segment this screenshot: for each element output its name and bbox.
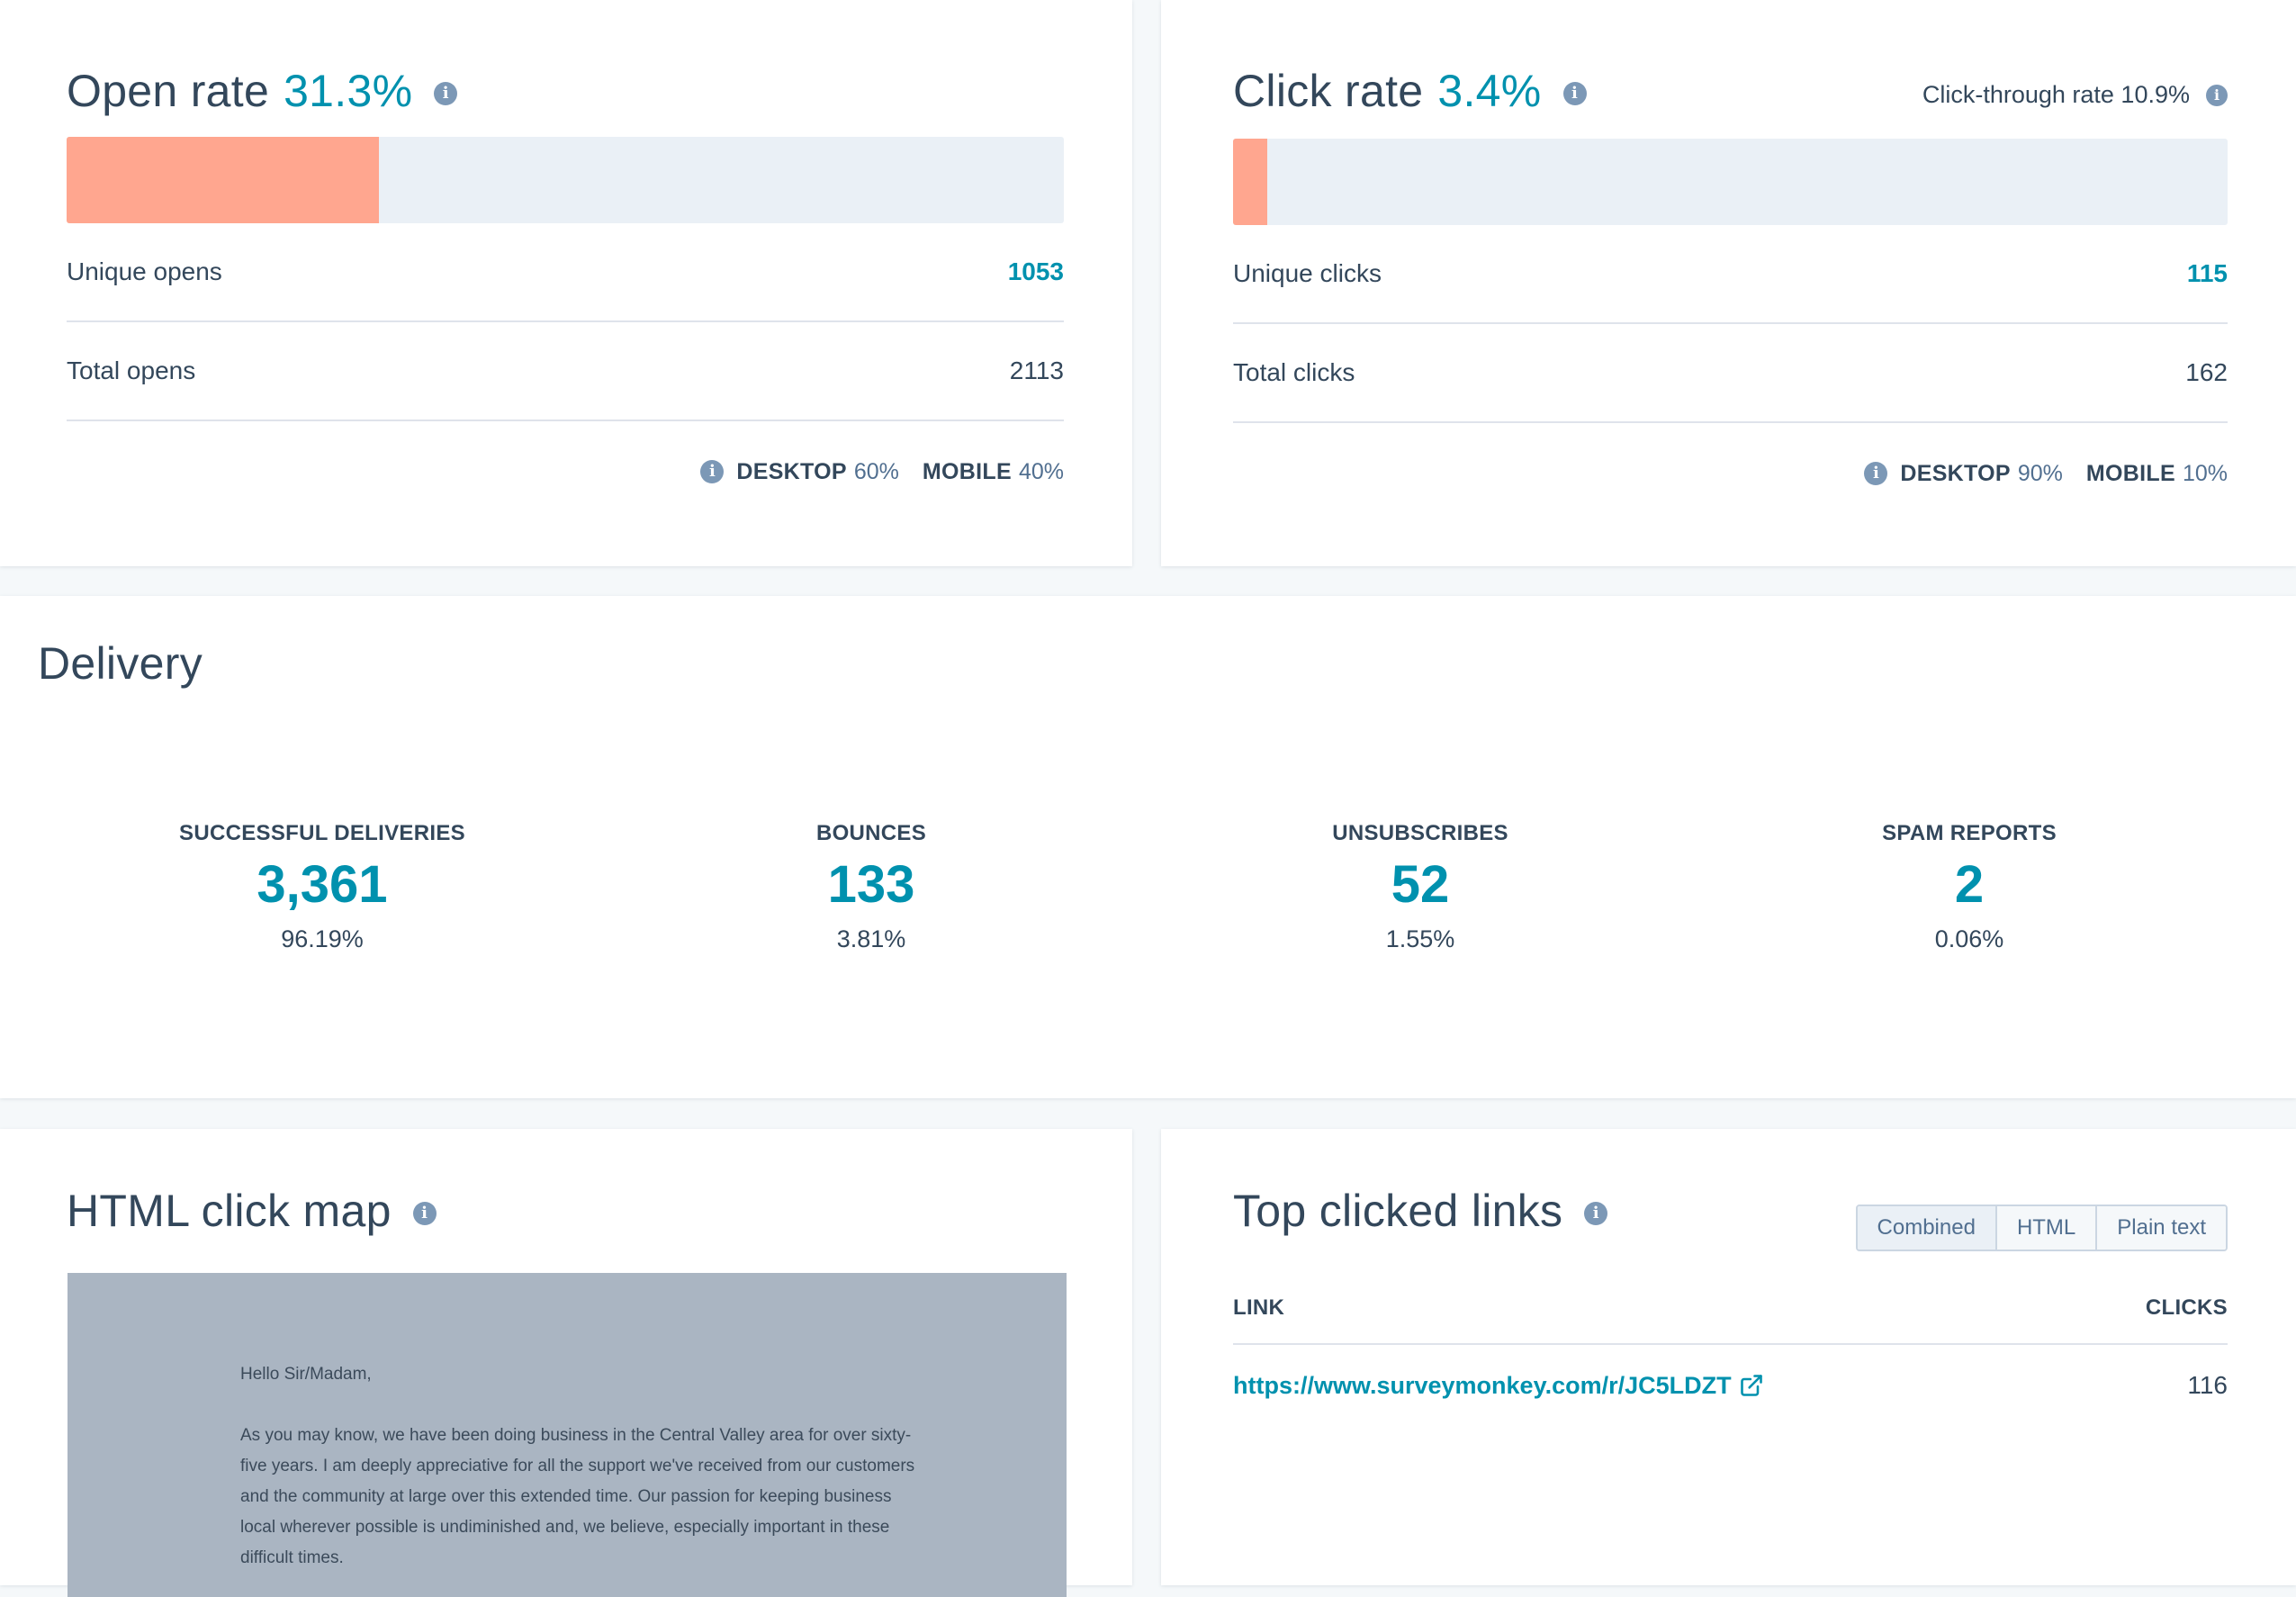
unique-clicks-row: Unique clicks 115 bbox=[1233, 225, 2228, 324]
desktop-value: 90% bbox=[2017, 460, 2063, 486]
successful-deliveries-value[interactable]: 3,361 bbox=[257, 855, 388, 914]
link-view-toggle: Combined HTML Plain text bbox=[1855, 1205, 2228, 1251]
link-text[interactable]: https://www.surveymonkey.com/r/JC5LDZT bbox=[1233, 1371, 1732, 1399]
table-row: https://www.surveymonkey.com/r/JC5LDZT 1… bbox=[1233, 1347, 2228, 1424]
open-device-breakdown: i DESKTOP 60% MOBILE 40% bbox=[700, 456, 1064, 488]
mobile-value: 10% bbox=[2182, 460, 2228, 486]
unsubscribes-pct: 1.55% bbox=[1385, 925, 1455, 952]
mobile-label: MOBILE bbox=[2085, 460, 2175, 486]
click-device-breakdown: i DESKTOP 90% MOBILE 10% bbox=[1864, 457, 2228, 490]
click-rate-bar-fill bbox=[1233, 139, 1267, 225]
email-preview[interactable]: Hello Sir/Madam, As you may know, we hav… bbox=[68, 1273, 1067, 1597]
open-rate-card: Open rate 31.3% i Unique opens 1053 Tota… bbox=[0, 0, 1132, 566]
column-clicks[interactable]: CLICKS bbox=[2145, 1295, 2228, 1320]
open-rate-title: Open rate 31.3% i bbox=[67, 65, 458, 117]
info-icon[interactable]: i bbox=[412, 1202, 437, 1225]
successful-deliveries-label: SUCCESSFUL DELIVERIES bbox=[179, 821, 465, 845]
bounces-stat: BOUNCES 133 3.81% bbox=[646, 821, 1096, 953]
top-links-card: Top clicked links i Combined HTML Plain … bbox=[1161, 1129, 2296, 1585]
click-through-rate: Click-through rate 10.9% i bbox=[1922, 81, 2228, 109]
desktop-label: DESKTOP bbox=[736, 458, 847, 484]
spam-reports-value[interactable]: 2 bbox=[1954, 855, 1985, 914]
successful-deliveries-stat: SUCCESSFUL DELIVERIES 3,361 96.19% bbox=[97, 821, 547, 953]
info-icon[interactable]: i bbox=[1562, 82, 1587, 105]
links-table-header: LINK CLICKS bbox=[1233, 1273, 2228, 1345]
email-body: Hello Sir/Madam, As you may know, we hav… bbox=[240, 1359, 924, 1574]
email-paragraph: As you may know, we have been doing busi… bbox=[240, 1426, 915, 1567]
toggle-combined[interactable]: Combined bbox=[1857, 1206, 1997, 1250]
mobile-value: 40% bbox=[1018, 458, 1064, 484]
click-map-title: HTML click map i bbox=[67, 1185, 437, 1237]
link-url[interactable]: https://www.surveymonkey.com/r/JC5LDZT bbox=[1233, 1372, 1764, 1400]
click-map-card: HTML click map i Hello Sir/Madam, As you… bbox=[0, 1129, 1132, 1597]
unique-clicks-value[interactable]: 115 bbox=[2186, 259, 2228, 287]
spam-reports-label: SPAM REPORTS bbox=[1882, 821, 2057, 845]
total-opens-label: Total opens bbox=[67, 356, 196, 384]
column-link[interactable]: LINK bbox=[1233, 1295, 1285, 1320]
total-clicks-value: 162 bbox=[2185, 358, 2228, 386]
external-link-icon[interactable] bbox=[1739, 1373, 1764, 1398]
bounces-pct: 3.81% bbox=[836, 925, 906, 952]
open-rate-value: 31.3% bbox=[284, 66, 413, 116]
click-through-rate-label: Click-through rate 10.9% bbox=[1922, 81, 2190, 108]
click-rate-title: Click rate 3.4% i bbox=[1233, 65, 1587, 117]
delivery-card: Delivery SUCCESSFUL DELIVERIES 3,361 96.… bbox=[0, 596, 2296, 1098]
toggle-plain-text[interactable]: Plain text bbox=[2097, 1206, 2226, 1250]
open-rate-bar bbox=[67, 137, 1064, 223]
delivery-title: Delivery bbox=[38, 638, 203, 689]
spam-reports-pct: 0.06% bbox=[1934, 925, 2004, 952]
click-rate-card: Click rate 3.4% i Click-through rate 10.… bbox=[1161, 0, 2296, 566]
info-icon[interactable]: i bbox=[1584, 1202, 1608, 1225]
click-map-label: HTML click map bbox=[67, 1186, 392, 1236]
info-icon[interactable]: i bbox=[1864, 462, 1888, 485]
unique-opens-row: Unique opens 1053 bbox=[67, 223, 1064, 322]
spam-reports-stat: SPAM REPORTS 2 0.06% bbox=[1744, 821, 2194, 953]
total-clicks-label: Total clicks bbox=[1233, 358, 1355, 386]
click-rate-value: 3.4% bbox=[1437, 66, 1542, 116]
bounces-value[interactable]: 133 bbox=[827, 855, 915, 914]
unsubscribes-value[interactable]: 52 bbox=[1391, 855, 1450, 914]
open-rate-label: Open rate bbox=[67, 66, 270, 116]
info-icon[interactable]: i bbox=[2206, 84, 2228, 106]
total-opens-row: Total opens 2113 bbox=[67, 322, 1064, 421]
desktop-value: 60% bbox=[853, 458, 899, 484]
top-links-label: Top clicked links bbox=[1233, 1186, 1563, 1236]
link-clicks: 116 bbox=[2187, 1371, 2228, 1399]
click-rate-bar bbox=[1233, 139, 2228, 225]
toggle-html[interactable]: HTML bbox=[1996, 1206, 2098, 1250]
mobile-label: MOBILE bbox=[922, 458, 1012, 484]
desktop-label: DESKTOP bbox=[1900, 460, 2011, 486]
unsubscribes-stat: UNSUBSCRIBES 52 1.55% bbox=[1195, 821, 1645, 953]
click-rate-label: Click rate bbox=[1233, 66, 1424, 116]
total-clicks-row: Total clicks 162 bbox=[1233, 324, 2228, 423]
open-rate-bar-fill bbox=[67, 137, 379, 223]
unsubscribes-label: UNSUBSCRIBES bbox=[1332, 821, 1508, 845]
top-links-title: Top clicked links i bbox=[1233, 1185, 1608, 1237]
successful-deliveries-pct: 96.19% bbox=[281, 925, 364, 952]
unique-clicks-label: Unique clicks bbox=[1233, 259, 1382, 287]
info-icon[interactable]: i bbox=[434, 82, 458, 105]
unique-opens-label: Unique opens bbox=[67, 257, 222, 285]
unique-opens-value[interactable]: 1053 bbox=[1007, 257, 1064, 285]
bounces-label: BOUNCES bbox=[815, 821, 927, 845]
email-greeting: Hello Sir/Madam, bbox=[240, 1365, 372, 1384]
info-icon[interactable]: i bbox=[700, 460, 725, 483]
total-opens-value: 2113 bbox=[1009, 356, 1064, 384]
